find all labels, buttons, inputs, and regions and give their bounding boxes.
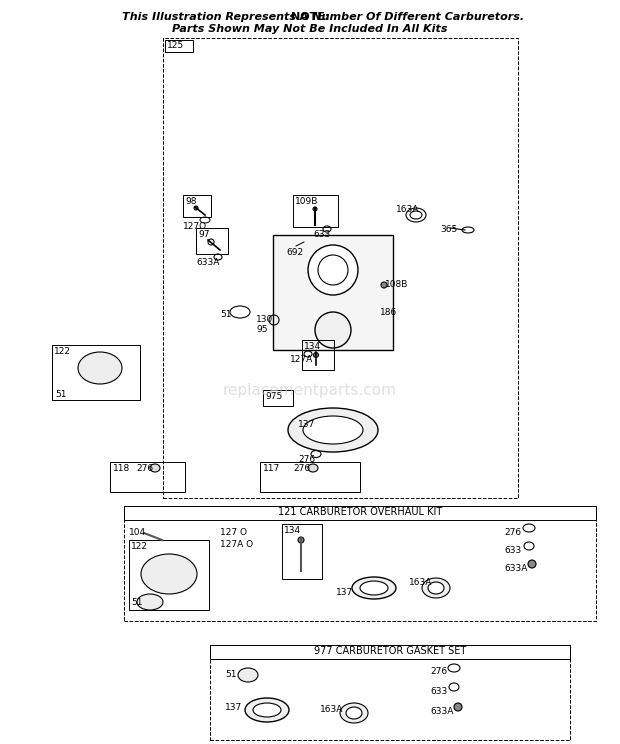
Ellipse shape [346, 707, 362, 719]
Circle shape [194, 206, 198, 210]
Ellipse shape [288, 408, 378, 452]
Bar [196, 228, 228, 254]
Text: 95: 95 [256, 325, 267, 334]
Text: 186: 186 [380, 308, 397, 317]
Circle shape [314, 353, 319, 358]
Text: 97: 97 [198, 230, 210, 239]
Circle shape [315, 312, 351, 348]
Text: 633A: 633A [430, 707, 453, 716]
Bar [124, 506, 596, 520]
Text: 137: 137 [336, 588, 353, 597]
Ellipse shape [340, 703, 368, 723]
Text: 127A O: 127A O [220, 540, 253, 549]
Ellipse shape [352, 577, 396, 599]
Text: 276: 276 [430, 667, 447, 676]
Text: 365: 365 [440, 225, 457, 234]
Circle shape [313, 207, 317, 211]
Bar [260, 462, 360, 492]
Bar [165, 40, 193, 52]
Text: 276: 276 [298, 455, 315, 464]
Text: 163A: 163A [320, 705, 343, 714]
Circle shape [381, 282, 387, 288]
Ellipse shape [137, 594, 163, 610]
Ellipse shape [150, 464, 160, 472]
Text: 127O: 127O [183, 222, 207, 231]
Ellipse shape [253, 703, 281, 717]
Bar [124, 506, 596, 621]
Text: 163A: 163A [409, 578, 432, 587]
Text: 121 CARBURETOR OVERHAUL KIT: 121 CARBURETOR OVERHAUL KIT [278, 507, 442, 517]
Bar [302, 340, 334, 370]
Bar [273, 235, 393, 350]
Circle shape [298, 537, 304, 543]
Text: 130: 130 [256, 315, 273, 324]
Ellipse shape [238, 668, 258, 682]
Ellipse shape [360, 581, 388, 595]
Text: 109B: 109B [295, 197, 319, 206]
Text: 137: 137 [298, 420, 315, 429]
Text: 118: 118 [113, 464, 130, 473]
Text: NOTE:: NOTE: [291, 12, 329, 22]
Text: 276: 276 [293, 464, 310, 473]
Text: 51: 51 [225, 670, 236, 679]
Text: 633A: 633A [196, 258, 219, 267]
Bar [282, 524, 322, 579]
Text: 137: 137 [225, 703, 242, 712]
Text: 127 O: 127 O [220, 528, 247, 537]
Bar [183, 195, 211, 217]
Text: 633A: 633A [504, 564, 528, 573]
Ellipse shape [428, 582, 444, 594]
Text: 98: 98 [185, 197, 197, 206]
Text: 977 CARBURETOR GASKET SET: 977 CARBURETOR GASKET SET [314, 646, 466, 656]
Bar [52, 345, 140, 400]
Bar [210, 645, 570, 740]
Bar [293, 195, 338, 227]
Text: 51: 51 [220, 310, 231, 319]
Bar [163, 38, 518, 498]
Text: Parts Shown May Not Be Included In All Kits: Parts Shown May Not Be Included In All K… [172, 24, 448, 34]
Text: 134: 134 [304, 342, 321, 351]
Text: 163A: 163A [396, 205, 419, 214]
Text: 122: 122 [131, 542, 148, 551]
Ellipse shape [454, 703, 462, 711]
Text: 134: 134 [284, 526, 301, 535]
Ellipse shape [528, 560, 536, 568]
Text: 125: 125 [167, 41, 184, 50]
Ellipse shape [308, 464, 318, 472]
Text: 127A: 127A [290, 355, 313, 364]
Bar [129, 540, 209, 610]
Ellipse shape [141, 554, 197, 594]
Circle shape [308, 245, 358, 295]
Text: 108B: 108B [385, 280, 409, 289]
Text: 104: 104 [129, 528, 146, 537]
Ellipse shape [78, 352, 122, 384]
Text: 692: 692 [286, 248, 303, 257]
Ellipse shape [245, 698, 289, 722]
Text: 276: 276 [504, 528, 521, 537]
Bar [210, 645, 570, 659]
Text: 117: 117 [263, 464, 280, 473]
Text: 276: 276 [136, 464, 153, 473]
Bar [263, 390, 293, 406]
Text: 633: 633 [504, 546, 521, 555]
Text: replacementparts.com: replacementparts.com [223, 382, 397, 397]
Text: 51: 51 [55, 390, 66, 399]
Text: This Illustration Represents A Number Of Different Carburetors.: This Illustration Represents A Number Of… [95, 12, 525, 22]
Bar [110, 462, 185, 492]
Text: 122: 122 [54, 347, 71, 356]
Text: 633: 633 [430, 687, 447, 696]
Text: 633: 633 [313, 230, 330, 239]
Text: 975: 975 [265, 392, 282, 401]
Ellipse shape [422, 578, 450, 598]
Ellipse shape [303, 416, 363, 444]
Text: 51: 51 [131, 598, 143, 607]
